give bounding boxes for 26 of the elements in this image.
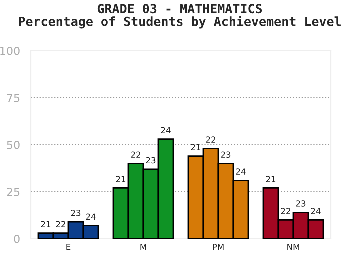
y-tick-label: 0 (14, 234, 20, 244)
text: 21 (191, 144, 201, 150)
text: 24 (161, 127, 171, 134)
y-tick-label: 100 (0, 46, 20, 56)
text: 22 (281, 208, 290, 214)
text: 24 (236, 168, 246, 175)
text: 23 (146, 157, 156, 164)
series-label: 24 (311, 208, 321, 214)
series-label: 23 (71, 210, 81, 216)
text: 21 (266, 176, 276, 182)
text: 22 (56, 221, 66, 228)
x-tick-label: E (66, 244, 71, 250)
text: 23 (296, 200, 306, 207)
chart-title: GRADE 03 - MATHEMATICS Percentage of Students by Achievement Level (19, 4, 341, 29)
text: 23 (221, 152, 231, 158)
text: 22 (131, 152, 140, 158)
y-tick-label: 50 (7, 140, 20, 150)
text: 21 (116, 176, 126, 182)
x-tick-label: NM (288, 244, 300, 250)
series-label: 21 (41, 221, 51, 228)
series-label: 22 (206, 136, 216, 143)
x-tick-label: M (140, 244, 146, 250)
y-tick-label: 75 (7, 94, 20, 102)
y-tick-label: 25 (7, 188, 20, 196)
text: 24 (86, 214, 96, 220)
x-tick-label: PM (213, 244, 224, 250)
